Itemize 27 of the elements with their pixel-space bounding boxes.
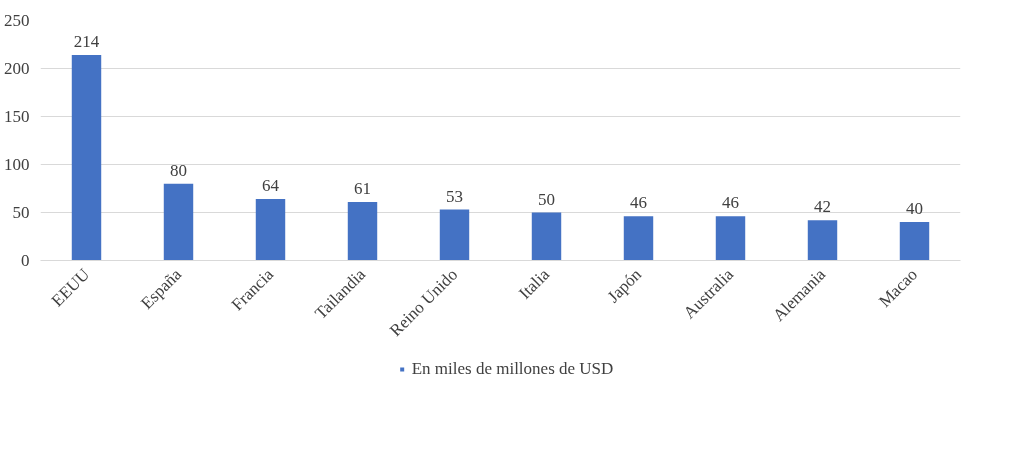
data-label: 46 — [722, 193, 739, 213]
bar — [899, 222, 930, 261]
bar — [807, 220, 838, 261]
y-tick-label: 0 — [21, 251, 30, 270]
data-label: 53 — [446, 186, 463, 206]
legend-label: En miles de millones de USD — [411, 359, 614, 379]
data-label: 50 — [538, 189, 555, 209]
data-label: 46 — [630, 193, 647, 213]
data-label: 61 — [354, 178, 371, 198]
bar — [347, 201, 378, 261]
y-tick-label: 250 — [4, 11, 30, 30]
y-tick-label: 50 — [12, 203, 30, 222]
data-label: 80 — [170, 160, 187, 180]
bar — [71, 55, 102, 261]
y-tick-label: 150 — [4, 107, 30, 126]
bar — [623, 216, 654, 261]
bar — [715, 216, 746, 261]
data-label: 42 — [814, 197, 831, 217]
data-label: 214 — [73, 32, 100, 52]
bar — [439, 209, 470, 261]
bar — [255, 199, 286, 261]
y-tick-label: 100 — [4, 155, 30, 174]
y-tick-label: 200 — [4, 59, 30, 78]
bar — [531, 212, 562, 261]
data-label: 40 — [906, 199, 923, 219]
data-label: 64 — [262, 176, 280, 196]
bar — [163, 183, 194, 261]
